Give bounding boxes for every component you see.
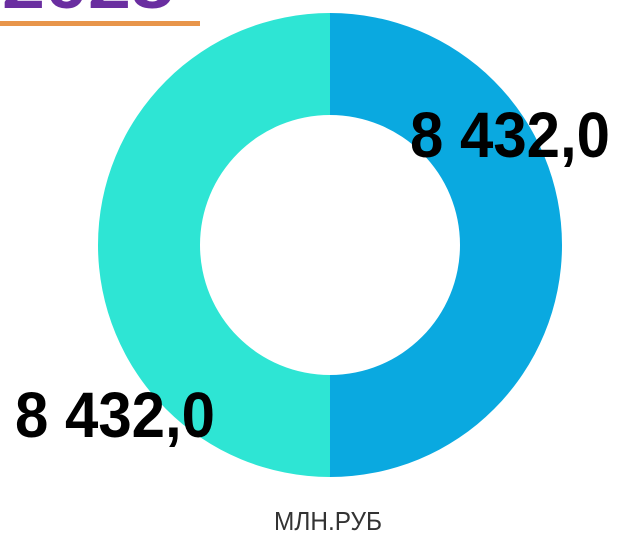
donut-slice [330,13,562,477]
chart-title: 2025 [2,0,174,22]
unit-label: МЛН.РУБ [274,506,382,536]
donut [98,13,562,477]
donut-slice [98,13,330,477]
value-label: 8 432,0 [410,99,610,171]
title-underline [0,21,200,26]
value-label: 8 432,0 [15,379,215,451]
